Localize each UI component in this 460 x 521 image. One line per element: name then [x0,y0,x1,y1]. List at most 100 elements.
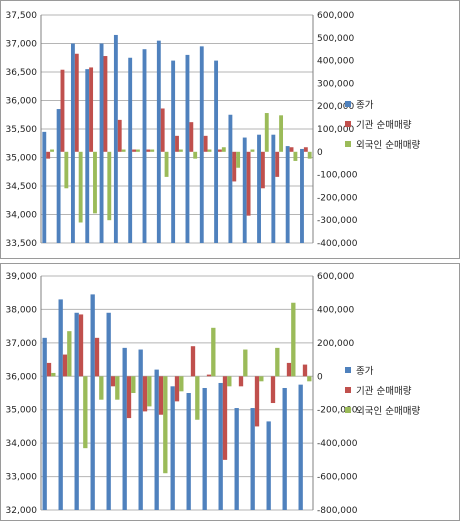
c1-left-tick-label: 36,000 [6,97,38,107]
c1-bar-series1 [199,46,204,243]
c2-right-tick-label: -800,000 [317,506,358,516]
c2-bar-series3 [179,376,184,392]
c2-bar-series3 [275,347,280,377]
c2-bar-series3 [83,376,88,449]
c2-bar-series2 [254,376,260,427]
c1-bar-series2 [275,151,280,177]
c2-bar-series1 [170,386,175,510]
c2-bar-series2 [158,376,164,415]
c2-bar-series2 [126,376,132,419]
c2-bar-series3 [147,376,152,407]
c1-bar-series2 [303,147,308,152]
c1-left-tick-label: 34,000 [6,211,38,221]
c1-left-tick-label: 35,000 [6,154,38,164]
c1-right-tick-label: -200,000 [317,193,358,203]
c1-bar-series3 [135,149,140,152]
c2-bar-series2 [222,376,228,460]
c2-right-tick-label: 400,000 [317,305,354,315]
c1-left-tick-label: 37,000 [6,40,38,50]
c2-legend-label: 외국인 순매매량 [356,405,420,417]
c2-left-tick-label: 34,000 [6,439,38,449]
c2-right-tick-label: 0 [317,372,323,382]
c1-bar-series2 [175,135,179,152]
c1-bar-series1 [171,60,176,243]
c1-legend-swatch [345,141,351,147]
c1-bar-series2 [74,53,79,152]
c2-legend-label: 기관 순매매량 [356,385,412,397]
c2-bar-series2 [46,362,52,377]
c1-bar-series1 [42,131,47,243]
c1-bar-series1 [257,134,261,243]
c1-bar-series3 [264,113,269,152]
c2-bar-series2 [270,376,276,404]
c1-bar-series1 [113,34,118,244]
c1-bar-series1 [142,49,147,244]
c2-bar-series1 [202,387,207,510]
c1-bar-series2 [103,56,108,152]
c1-bar-series2 [246,151,251,216]
c1-bar-series3 [150,149,155,152]
c1-bar-series3 [293,151,298,161]
c1-bar-series2 [189,122,194,152]
c2-bar-series3 [307,376,312,382]
c1-bar-series2 [289,147,294,152]
c1-bar-series3 [107,151,112,221]
c1-right-tick-label: 600,000 [317,11,354,21]
c2-left-tick-label: 32,000 [6,506,38,516]
c1-bar-series2 [46,151,51,159]
c1-bar-series2 [160,108,165,152]
c2-left-tick-label: 33,000 [6,473,38,483]
c2-bar-series3 [259,376,264,382]
c1-bar-series1 [128,57,133,243]
c2-left-tick-label: 38,000 [6,305,38,315]
c1-left-tick-label: 36,500 [6,68,38,78]
c2-right-tick-label: -600,000 [317,473,358,483]
c2-bar-series3 [243,349,248,377]
c1-bar-series2 [203,135,208,152]
c1-bar-series1 [214,60,219,243]
c2-bar-series2 [94,337,100,377]
c1-bar-series2 [146,149,151,152]
c2-bar-series3 [67,331,72,377]
c1-bar-series1 [56,109,61,243]
c1-bar-series1 [228,114,233,243]
c1-bar-series2 [60,69,65,152]
combo-chart-2: 32,000 33,000 34,000 35,000 36,000 37,000 38,0… [6,272,421,516]
c2-bar-series1 [266,421,271,510]
c2-right-tick-label: -200,000 [317,406,358,416]
c1-right-tick-label: 100,000 [317,125,354,135]
c1-legend-label: 외국인 순매매량 [356,139,420,151]
c2-bar-series2 [62,354,68,377]
c1-bar-series3 [207,149,212,152]
c1-right-tick-label: -100,000 [317,171,358,181]
c1-bar-series3 [164,151,169,177]
c2-bar-series3 [291,302,296,377]
c2-legend-swatch [345,367,351,373]
chart-panel-2: 32,000 33,000 34,000 35,000 36,000 37,000 38,0… [0,263,460,521]
c2-left-tick-label: 36,000 [6,372,38,382]
c2-legend-swatch [345,407,351,413]
c1-bar-series3 [221,147,226,152]
c1-left-tick-label: 35,500 [6,125,38,135]
c1-bar-series1 [70,43,75,243]
c1-left-tick-label: 37,500 [6,11,38,21]
c2-legend-label: 종가 [356,366,374,377]
c1-right-tick-label: 500,000 [317,34,354,44]
c1-bar-series2 [232,151,237,182]
c2-bar-series1 [58,299,63,510]
c2-bars [42,294,312,510]
c2-bar-series2 [142,376,148,412]
c2-bar-series3 [51,372,56,377]
c2-right-tick-label: 200,000 [317,339,354,349]
c1-legend-swatch [345,101,351,107]
c1-bar-series3 [193,151,198,159]
c1-left-tick-label: 33,500 [6,239,38,249]
c2-right-tick-label: -400,000 [317,439,358,449]
c2-bar-series1 [282,387,287,510]
c2-legend-swatch [345,387,351,393]
c1-bar-series1 [156,40,161,244]
c1-bar-series3 [64,151,69,189]
c1-bar-series3 [307,151,312,159]
c1-right-tick-label: 300,000 [317,79,354,89]
